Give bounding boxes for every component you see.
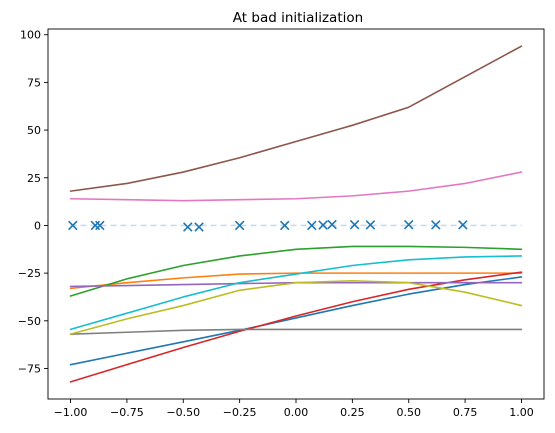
x-tick-label-9: 1.00 xyxy=(509,406,534,419)
series-line-1 xyxy=(69,276,523,366)
series-layer xyxy=(69,45,523,383)
y-tick-label-1: −75 xyxy=(18,362,41,375)
y-tick-label-3: −25 xyxy=(18,267,41,280)
series-line-6 xyxy=(69,45,523,192)
x-tick-label-7: 0.50 xyxy=(396,406,421,419)
scatter-point-14 xyxy=(431,220,441,230)
series-line-10 xyxy=(69,255,523,331)
scatter-point-10 xyxy=(327,219,337,230)
scatter-point-9 xyxy=(318,220,328,230)
x-tick-label-2: −0.75 xyxy=(110,406,144,419)
scatter-layer xyxy=(68,219,468,232)
series-line-9 xyxy=(69,279,523,335)
scatter-point-6 xyxy=(234,220,245,231)
y-tick-label-4: 0 xyxy=(34,219,41,232)
scatter-point-3 xyxy=(95,220,105,231)
chart-title: At bad initialization xyxy=(233,10,363,26)
series-line-8 xyxy=(69,328,523,335)
y-tick-label-7: 75 xyxy=(27,76,41,89)
series-line-2 xyxy=(69,272,523,290)
scatter-point-1 xyxy=(68,220,78,231)
scatter-point-4 xyxy=(183,222,193,232)
scatter-point-12 xyxy=(365,220,376,230)
x-tick-label-4: −0.25 xyxy=(223,406,257,419)
scatter-point-5 xyxy=(194,222,204,232)
y-tick-label-5: 25 xyxy=(27,172,41,185)
x-tick-label-6: 0.25 xyxy=(340,406,365,419)
x-tick-label-1: −1.00 xyxy=(54,406,88,419)
series-line-3 xyxy=(69,245,523,297)
y-tick-label-2: −50 xyxy=(18,315,41,328)
scatter-point-8 xyxy=(307,220,317,231)
x-tick-label-5: 0.00 xyxy=(284,406,309,419)
scatter-point-11 xyxy=(349,219,360,230)
axes-layer: −1.00 −0.75 −0.50 −0.25 0.00 0.25 0.50 0.75 1.00… xyxy=(18,28,545,419)
x-tick-label-8: 0.75 xyxy=(453,406,478,419)
y-tick-label-8: 100 xyxy=(20,29,41,42)
series-line-7 xyxy=(69,171,523,202)
scatter-point-15 xyxy=(458,220,468,230)
scatter-point-13 xyxy=(403,219,414,230)
scatter-point-7 xyxy=(279,220,290,231)
y-tick-label-6: 50 xyxy=(27,124,41,137)
x-tick-label-3: −0.50 xyxy=(166,406,200,419)
